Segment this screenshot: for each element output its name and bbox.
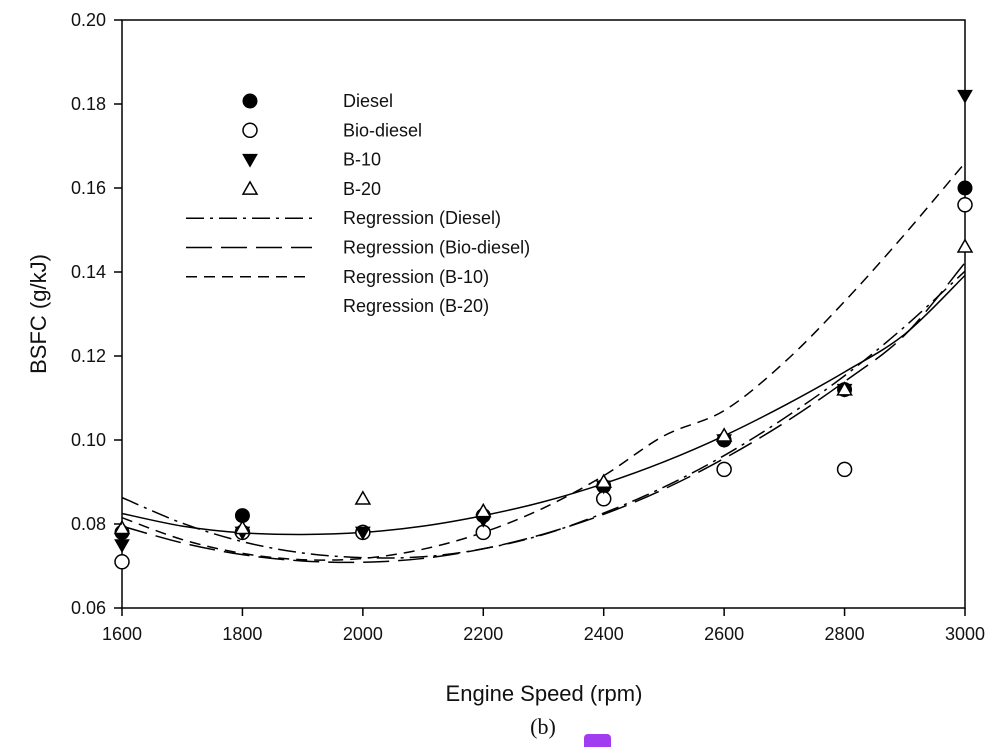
legend-label: Bio-diesel: [343, 120, 422, 140]
point-b-20: [234, 519, 251, 535]
legend-label: Regression (Bio-diesel): [343, 238, 530, 258]
x-axis: 1600 1800 2000 2200 2400 2600 2800 3000: [102, 608, 985, 644]
point-b-10: [114, 539, 130, 554]
badge-icon: [584, 734, 611, 747]
legend-symbol: [242, 153, 258, 168]
point-bio-diesel: [836, 461, 853, 478]
legend-label: Regression (B-20): [343, 296, 489, 316]
y-tick-label: 0.06: [71, 598, 106, 618]
legend-symbol: [241, 180, 259, 195]
legend-label: Diesel: [343, 91, 393, 111]
y-tick-label: 0.20: [71, 10, 106, 30]
regression-curves: [121, 162, 966, 564]
point-b-20: [715, 427, 733, 442]
legend-label: B-20: [343, 179, 381, 199]
x-tick-label: 2000: [343, 624, 383, 644]
figure-caption: (b): [530, 714, 556, 739]
data-markers: [113, 89, 974, 570]
regression-line-3: [121, 274, 966, 536]
x-tick-label: 2200: [463, 624, 503, 644]
plot-border: [121, 19, 966, 609]
y-tick-label: 0.08: [71, 514, 106, 534]
point-b-20: [595, 473, 613, 488]
x-tick-label: 2600: [704, 624, 744, 644]
point-diesel: [957, 180, 973, 196]
legend-symbol: [242, 122, 258, 139]
legend-label: Regression (B-10): [343, 267, 489, 287]
y-axis: 0.06 0.08 0.10 0.12 0.14 0.16 0.18 0.20: [71, 10, 122, 618]
x-tick-label: 3000: [945, 624, 985, 644]
point-b-20: [956, 238, 974, 253]
point-b-10: [354, 526, 371, 541]
x-tick-label: 1600: [102, 624, 142, 644]
y-tick-label: 0.12: [71, 346, 106, 366]
legend-symbol: [242, 93, 258, 109]
point-b-20: [113, 519, 131, 535]
y-tick-label: 0.18: [71, 94, 106, 114]
x-tick-label: 2800: [825, 624, 865, 644]
point-b-10: [957, 89, 973, 104]
y-axis-title: BSFC (g/kJ): [26, 254, 51, 374]
plot-frame: [121, 19, 966, 609]
point-b-20: [836, 381, 853, 396]
x-tick-label: 2400: [584, 624, 624, 644]
x-tick-label: 1800: [222, 624, 262, 644]
y-tick-label: 0.14: [71, 262, 106, 282]
x-axis-title: Engine Speed (rpm): [446, 681, 643, 706]
legend: Diesel Bio-diesel B-10 B-20 Regression (Dies…: [186, 91, 530, 316]
regression-line-2: [121, 162, 966, 561]
y-tick-label: 0.16: [71, 178, 106, 198]
point-bio-diesel: [716, 461, 732, 478]
legend-label: B-10: [343, 150, 381, 170]
point-bio-diesel: [114, 554, 130, 570]
point-bio-diesel: [957, 197, 973, 213]
point-b-20: [354, 490, 372, 505]
point-b-20: [474, 502, 492, 518]
regression-line-0: [121, 270, 966, 559]
legend-label: Regression (Diesel): [343, 208, 501, 228]
y-tick-label: 0.10: [71, 430, 106, 450]
regression-line-1: [121, 262, 966, 564]
